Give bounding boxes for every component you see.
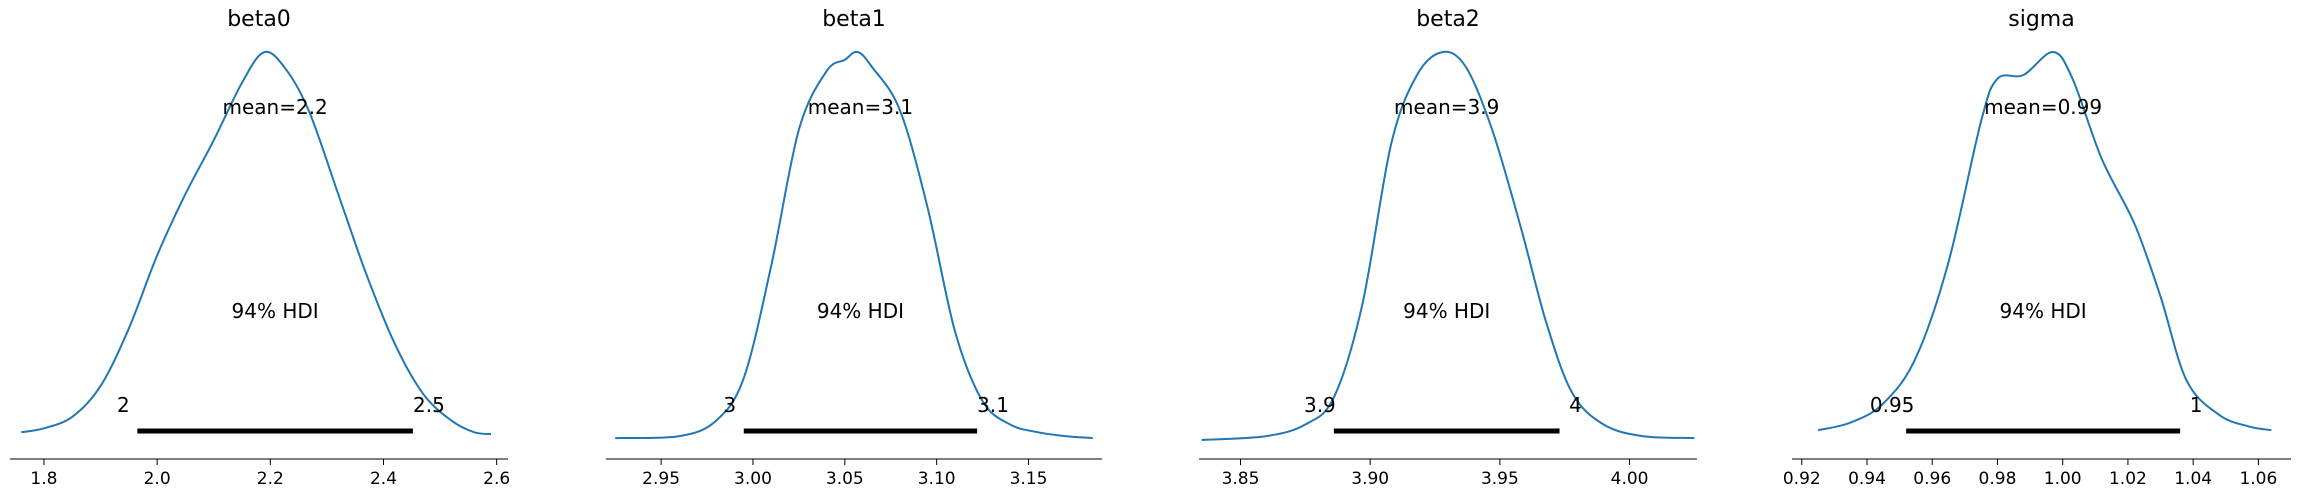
x-tick-label: 1.8 [30,469,57,489]
hdi-high-value: 1 [2190,393,2203,417]
posterior-panel-sigma: sigma mean=0.99 94% HDI 0.95 1 0.92 0.94 0.96 0.… [1783,7,2291,489]
x-tick-label: 1.04 [2174,469,2212,489]
hdi-label: 94% HDI [232,299,319,323]
posterior-panel-beta2: beta2 mean=3.9 94% HDI 3.9 4 3.85 3.90 3.95 4.00 [1199,7,1697,489]
mean-label: mean=0.99 [1984,95,2102,119]
posterior-panel-beta1: beta1 mean=3.1 94% HDI 3 3.1 2.95 3.00 3.05 3.10… [606,7,1102,489]
hdi-high-value: 4 [1569,393,1582,417]
x-tick-label: 4.00 [1611,469,1649,489]
x-tick-label: 3.15 [1010,469,1048,489]
x-tick-label: 2.0 [144,469,171,489]
mean-label: mean=3.1 [808,95,913,119]
hdi-low-value: 0.95 [1870,393,1915,417]
panel-title: sigma [2008,7,2074,32]
posterior-panel-beta0: beta0 mean=2.2 94% HDI 2 2.5 1.8 2.0 2.2 2.4 2.6 [10,7,510,489]
hdi-low-value: 3 [723,393,736,417]
panel-title: beta2 [1416,7,1480,32]
x-tick-label: 1.06 [2239,469,2277,489]
kde-curve [1817,51,2272,432]
x-tick-label: 3.95 [1481,469,1519,489]
x-tick-label: 2.6 [483,469,510,489]
kde-curve [615,50,1093,440]
x-tick-label: 0.96 [1913,469,1951,489]
x-tick-label: 0.98 [1979,469,2017,489]
x-tick-label: 2.95 [642,469,680,489]
x-tick-label: 0.94 [1848,469,1886,489]
x-tick-label: 3.10 [918,469,956,489]
kde-curve [1201,50,1695,441]
x-tick-label: 3.05 [826,469,864,489]
hdi-label: 94% HDI [817,299,904,323]
x-tick-label: 3.85 [1222,469,1260,489]
mean-label: mean=3.9 [1394,95,1499,119]
panel-title: beta1 [822,7,886,32]
hdi-high-value: 3.1 [977,393,1009,417]
hdi-low-value: 3.9 [1304,393,1336,417]
x-tick-label: 1.02 [2109,469,2147,489]
panel-title: beta0 [227,7,291,32]
x-tick-label: 3.00 [734,469,772,489]
hdi-high-value: 2.5 [413,393,445,417]
hdi-low-value: 2 [117,393,130,417]
x-tick-label: 1.00 [2044,469,2082,489]
x-tick-label: 2.2 [257,469,284,489]
hdi-label: 94% HDI [1403,299,1490,323]
x-tick-label: 3.90 [1351,469,1389,489]
hdi-label: 94% HDI [2000,299,2087,323]
x-tick-label: 0.92 [1783,469,1821,489]
kde-curve [21,50,492,436]
mean-label: mean=2.2 [222,95,327,119]
x-tick-label: 2.4 [370,469,397,489]
